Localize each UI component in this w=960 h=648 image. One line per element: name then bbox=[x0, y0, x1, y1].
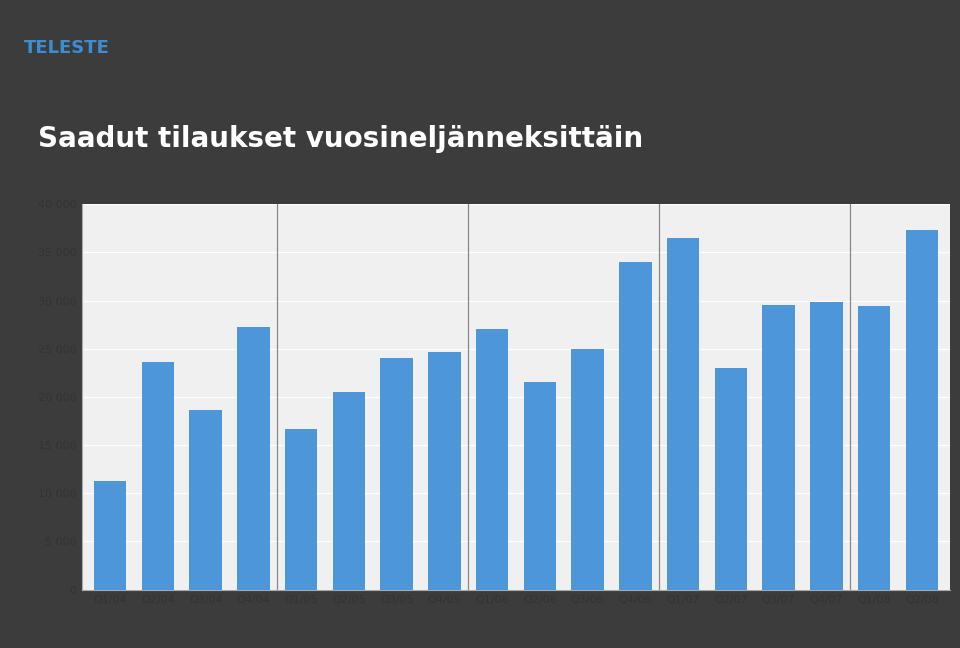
Bar bbox=[571, 349, 604, 590]
Text: TELESTE: TELESTE bbox=[24, 39, 109, 57]
Bar bbox=[523, 382, 556, 590]
Bar bbox=[858, 307, 890, 590]
Bar bbox=[905, 230, 938, 590]
Text: Saadut tilaukset vuosineljänneksittäin: Saadut tilaukset vuosineljänneksittäin bbox=[38, 125, 643, 153]
Bar bbox=[762, 305, 795, 590]
Bar bbox=[94, 481, 127, 590]
Bar bbox=[476, 329, 509, 590]
Bar bbox=[285, 429, 318, 590]
Bar bbox=[714, 368, 747, 590]
Bar bbox=[380, 358, 413, 590]
Bar bbox=[428, 352, 461, 590]
Bar bbox=[237, 327, 270, 590]
Bar bbox=[667, 238, 699, 590]
Bar bbox=[619, 262, 652, 590]
Bar bbox=[189, 410, 222, 590]
Bar bbox=[810, 303, 843, 590]
Bar bbox=[333, 392, 365, 590]
Bar bbox=[142, 362, 174, 590]
